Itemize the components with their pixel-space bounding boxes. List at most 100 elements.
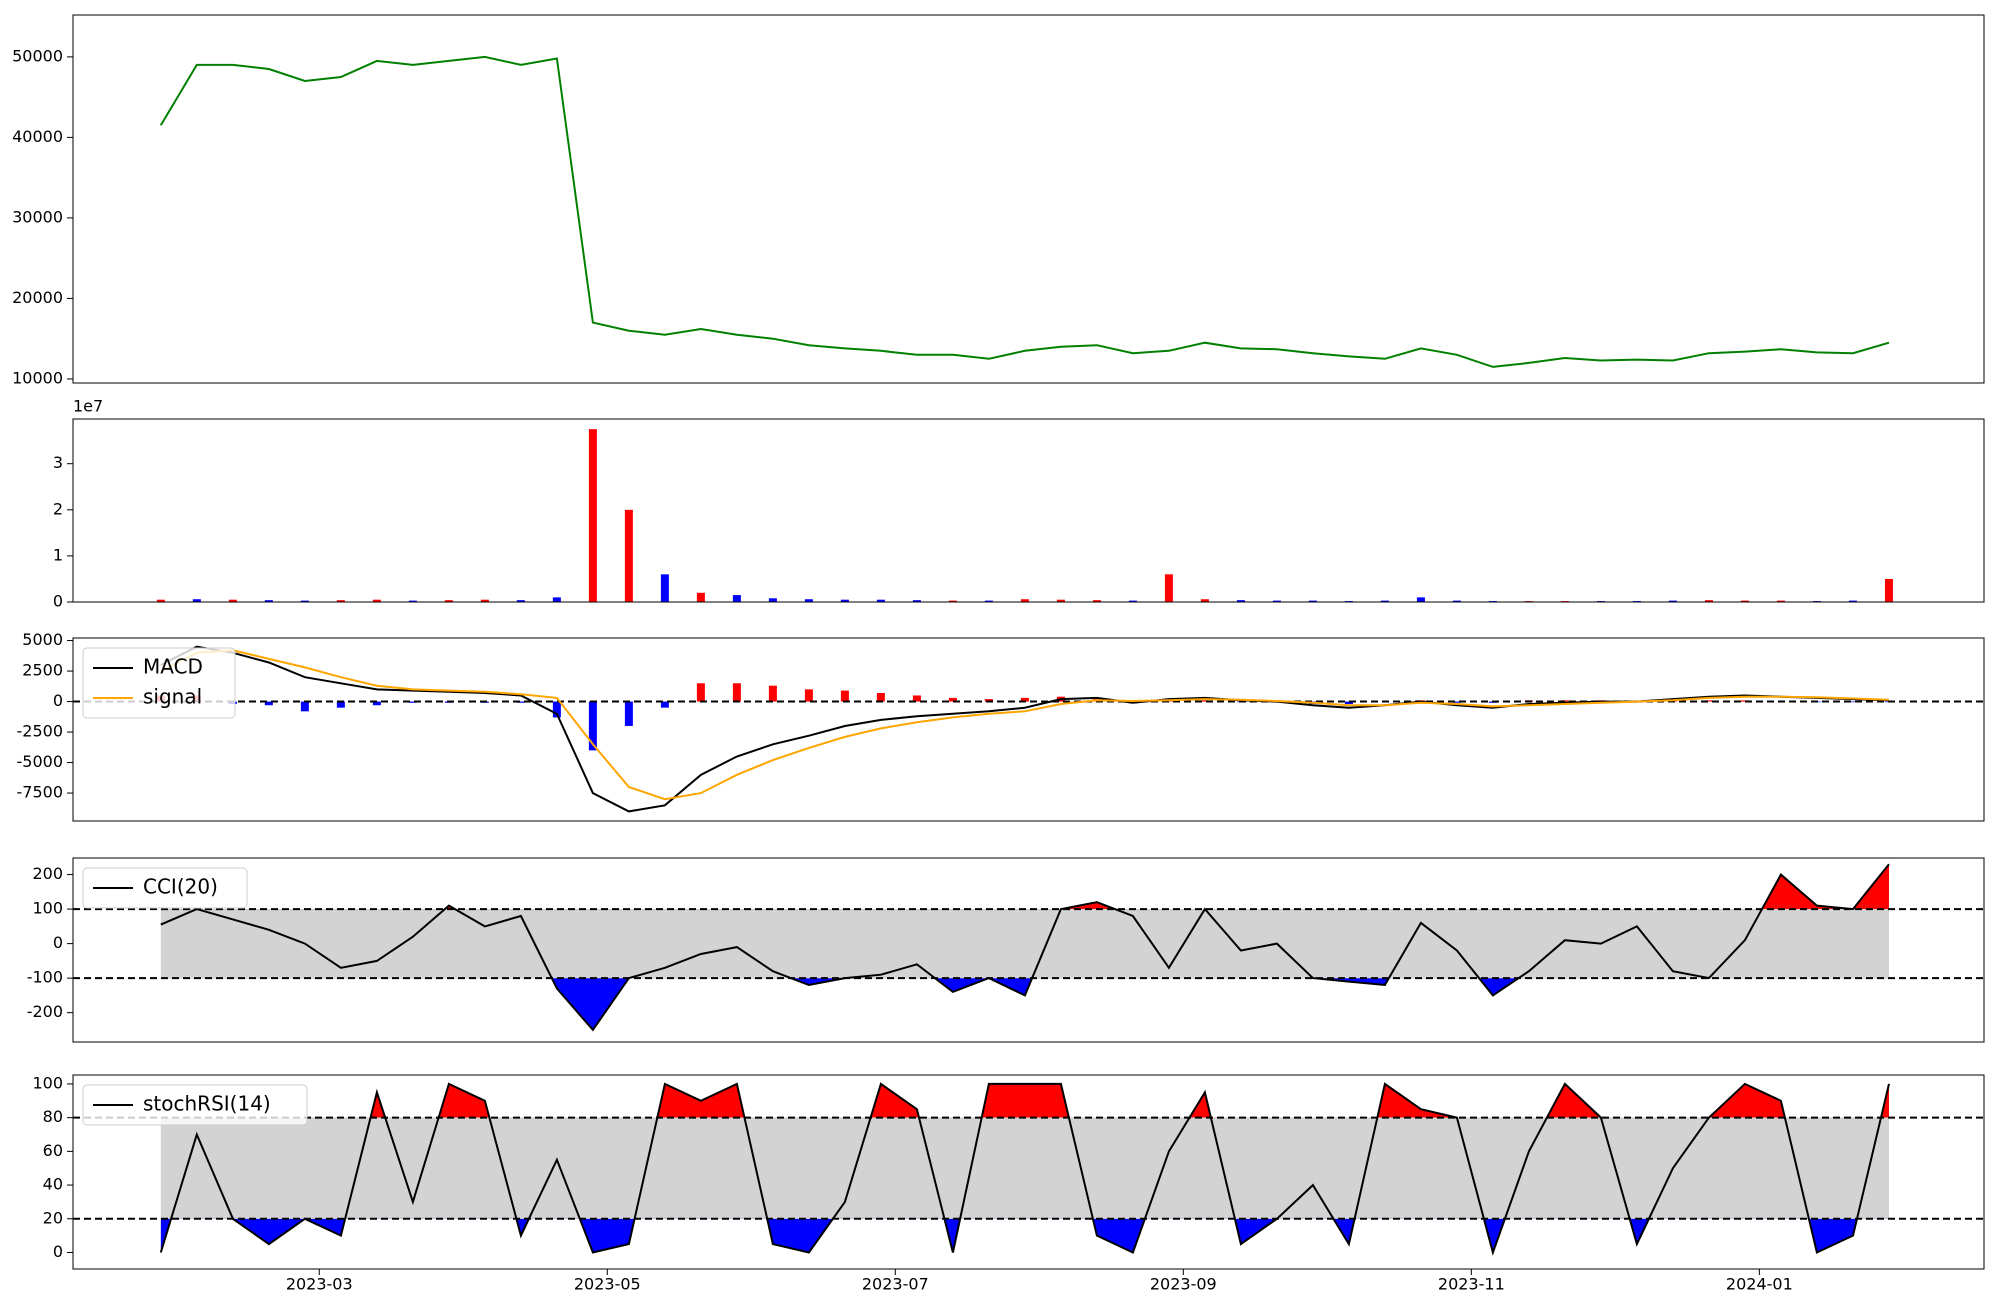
y-tick-label: 5000 (22, 630, 63, 649)
y-tick-label: -7500 (17, 783, 64, 802)
histogram-bar (1020, 697, 1029, 702)
volume-bar (156, 599, 165, 602)
y-tick-label: 2 (53, 499, 63, 518)
volume-bar (1092, 600, 1101, 602)
histogram-bar (804, 689, 813, 702)
histogram-bar (660, 701, 669, 708)
volume-bar (336, 600, 345, 602)
panel: 0 20 40 60 80 100 2023-03 2023-05 2023-07 2023-09… (32, 1073, 1985, 1294)
x-tick-label: 2023-05 (574, 1275, 641, 1294)
histogram-bar (588, 701, 597, 751)
y-tick-label: 0 (53, 592, 63, 611)
y-tick-label: 60 (43, 1141, 63, 1160)
y-tick-label: 10000 (12, 368, 63, 387)
histogram-bar (372, 701, 381, 706)
axes-frame (72, 14, 1985, 384)
y-tick-label: 80 (43, 1107, 63, 1126)
volume-bar (1200, 599, 1209, 602)
histogram-bar (696, 683, 705, 702)
y-tick-label: 30000 (12, 207, 63, 226)
axes-frame (72, 418, 1985, 603)
volume-bar (1128, 600, 1137, 602)
volume-bar (1704, 600, 1713, 602)
volume-bar (876, 599, 885, 602)
histogram-bar (552, 701, 561, 718)
below-fill (160, 978, 1889, 1030)
volume-bar (1056, 599, 1065, 602)
panel: -200 -100 0 100 200 CCI(20) (27, 857, 1985, 1043)
volume-bar (1848, 600, 1857, 602)
volume-bar (840, 599, 849, 602)
plot-area (156, 429, 1893, 602)
volume-bar (624, 509, 633, 602)
band (160, 1117, 1889, 1219)
volume-bar (552, 597, 561, 602)
volume-bar (408, 600, 417, 602)
legend-label: MACD (143, 655, 203, 679)
legend-box (82, 1084, 308, 1126)
panel: -7500 -5000 -2500 0 2500 5000 MACD signal (17, 630, 1985, 822)
volume-bar (1776, 600, 1785, 602)
volume-bar (1416, 597, 1425, 602)
volume-bar (768, 598, 777, 602)
histogram-bar (1344, 701, 1353, 705)
histogram-bar (516, 701, 525, 703)
x-tick-label: 2023-03 (286, 1275, 353, 1294)
volume-bar (1380, 600, 1389, 602)
histogram-bar (300, 701, 309, 712)
volume-bar (228, 599, 237, 602)
plot-area (73, 863, 1984, 1032)
y-tick-label: -5000 (17, 752, 64, 771)
legend-label: signal (143, 685, 202, 709)
volume-bar (588, 429, 597, 602)
y-tick-label: 0 (53, 1242, 63, 1261)
y-tick-label: 100 (32, 1073, 63, 1092)
series-line (159, 1082, 1890, 1256)
volume-bar (696, 592, 705, 602)
histogram-bar (876, 693, 885, 702)
y-tick-label: 20 (43, 1208, 63, 1227)
volume-bar (1740, 600, 1749, 602)
legend: CCI(20) (82, 867, 248, 909)
volume-bar (912, 600, 921, 602)
volume-bar (1020, 599, 1029, 602)
volume-bar (732, 595, 741, 602)
series-line (160, 645, 1890, 813)
plot-area (159, 55, 1890, 368)
volume-bar (300, 600, 309, 602)
histogram-bar (1848, 701, 1857, 703)
offset-label: 1e7 (73, 397, 103, 416)
y-tick-label: -200 (27, 1002, 63, 1021)
volume-bar (516, 600, 525, 602)
volume-bar (192, 599, 201, 602)
panel: 10000 20000 30000 40000 50000 (12, 14, 1985, 387)
y-tick-label: 100 (32, 899, 63, 918)
volume-bar (804, 599, 813, 602)
volume-bar (1272, 600, 1281, 602)
volume-bar (444, 600, 453, 602)
histogram-bar (1200, 700, 1209, 702)
y-tick-label: 200 (32, 864, 63, 883)
volume-bar (1308, 600, 1317, 602)
plot-area (73, 645, 1984, 813)
legend-label: CCI(20) (143, 875, 218, 899)
volume-bar (1884, 578, 1893, 602)
volume-bar (948, 600, 957, 602)
histogram-bar (408, 701, 417, 703)
series-line (160, 863, 1890, 1032)
volume-bar (1452, 600, 1461, 602)
y-tick-label: -100 (27, 968, 63, 987)
y-tick-label: 40000 (12, 127, 63, 146)
histogram-bar (1740, 700, 1749, 702)
x-tick-label: 2023-09 (1150, 1275, 1217, 1294)
histogram-bar (768, 685, 777, 702)
volume-bar (264, 600, 273, 602)
legend-box (82, 647, 236, 719)
volume-bar (372, 599, 381, 602)
volume-bar (660, 574, 669, 602)
volume-bar (480, 599, 489, 602)
histogram-bar (1452, 701, 1461, 703)
plot-area (73, 1082, 1984, 1256)
histogram-bar (624, 701, 633, 726)
volume-bar (1236, 600, 1245, 602)
